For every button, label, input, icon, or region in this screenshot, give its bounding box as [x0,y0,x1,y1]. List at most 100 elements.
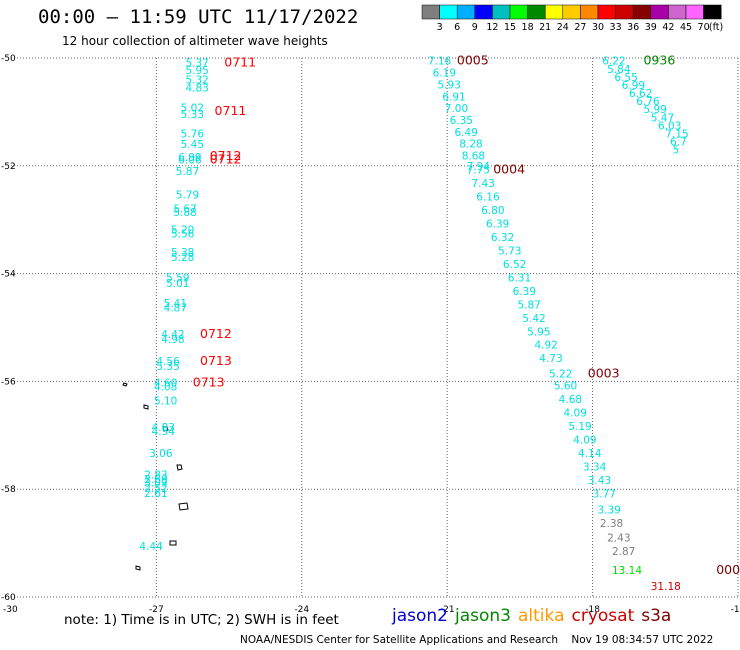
wave-height-value: 5.01 [166,278,189,290]
satellite-legend-item: jason3 [455,606,511,626]
wave-height-value: 6.99 [178,152,201,164]
wave-height-value: 3.77 [593,489,616,501]
wave-height-value: 6.35 [450,115,473,127]
wave-height-value: 5.42 [522,313,545,325]
wave-height-value: 13.14 [612,565,642,577]
wave-height-value: 5.41 [164,298,187,310]
wave-height-value: 6.31 [508,272,531,284]
pass-time-label: 000 [716,562,740,577]
wave-height-value: 5.87 [176,166,199,178]
wave-height-value: 4.60 [154,377,177,389]
wave-height-value: 4.83 [152,422,175,434]
y-tick-label: -56 [1,377,16,387]
colorbar-tick-label: 12 [486,22,498,33]
wave-height-value: 7.16 [428,56,452,68]
map-grid: -27 -24 -21 -18 -15 -50 -52 -54 -56 -58 -60 -30 [1,54,740,615]
colorbar-tick-label: 45 [680,22,692,33]
wave-height-value: 5.59 [166,272,189,284]
island-outlines [122,382,189,571]
pass-time-label: 0711 [215,103,247,118]
island-shape [143,404,149,410]
wave-height-value: 4.87 [164,303,187,315]
wave-height-value: 6.49 [454,127,477,139]
colorbar-tick-label: 39 [645,22,657,33]
pass-time-label: 0936 [643,53,675,68]
wave-height-value: 5.33 [181,109,204,121]
wave-height-value: 3.06 [149,448,173,460]
wave-height-value: 6.39 [513,286,536,298]
colorbar-swatch [492,4,511,20]
colorbar-swatch [544,4,564,20]
x-tick-label: -18 [585,605,600,615]
credit-line: NOAA/NESDIS Center for Satellite Applica… [240,634,714,646]
wave-height-value: 5.22 [549,368,572,380]
x-tick-label: -27 [149,605,164,615]
colorbar-tick-label: 24 [557,22,569,33]
wave-height-value: 6.52 [503,259,526,271]
color-scale-legend: 3 6 9 12 15 18 21 24 27 30 33 36 39 42 45 70 (ft) [421,4,723,33]
colorbar-unit-label: (ft) [709,22,723,33]
colorbar-tick-label: 27 [574,22,586,33]
wave-height-value: 6.03 [658,120,681,132]
wave-height-value: 4.54 [152,426,176,438]
wave-height-value: 5.38 [171,247,194,259]
wave-height-value: 4.98 [161,334,184,346]
colorbar-tick-label: 3 [437,22,443,33]
colorbar-tick-label: 15 [504,22,516,33]
island-shape [135,565,141,571]
wave-height-value: 5.67 [173,203,196,215]
wave-height-value: 6.91 [442,91,465,103]
wave-height-value: 2.87 [612,546,635,558]
colorbar-swatch [703,4,722,20]
wave-height-value: 3.39 [597,505,620,517]
y-tick-label: -52 [1,162,16,172]
y-tick-label: -58 [1,485,16,495]
colorbar-swatch [650,4,669,20]
wave-height-value: 4.44 [139,541,163,553]
wave-height-value: 4.83 [185,83,208,95]
y-tick-label: -54 [1,270,16,280]
wave-height-value: 4.92 [534,340,557,352]
wave-height-value: 3.09 [144,478,167,490]
colorbar-tick-label: 33 [610,22,622,33]
wave-height-value: 5.88 [173,207,196,219]
wave-height-value: 5.19 [568,421,591,433]
map-subtitle: 12 hour collection of altimeter wave hei… [62,34,328,48]
wave-height-value: 5.99 [643,104,666,116]
satellite-legend-item: jason2 [392,606,448,626]
wave-height-value: 6.99 [622,80,645,92]
wave-height-value: 5.47 [651,112,674,124]
wave-height-value: 2.52 [144,483,167,495]
wave-height-value: 7.75 [467,165,490,177]
wave-height-value: 6.7 [670,137,687,149]
pass-time-label: 0711 [224,54,256,69]
corner-tick-label: -30 [3,605,18,615]
wave-height-value: 5.20 [171,224,194,236]
wave-height-value: 7.00 [445,103,468,115]
satellite-legend: jason2 jason3 altika cryosat s3a [392,606,678,626]
colorbar-swatch [562,4,581,20]
wave-height-value: 8.28 [459,139,482,151]
colorbar-swatch [474,4,493,20]
wave-height-value: 2.83 [144,470,167,482]
wave-height-value: 4.73 [539,353,562,365]
wave-height-value: 7.94 [467,161,491,173]
wave-height-value: 6.16 [476,192,500,204]
colorbar-tick-label: 9 [472,22,478,33]
wave-height-value: 5.93 [438,79,461,91]
pass-time-label: 0005 [457,53,489,68]
x-tick-label: -21 [440,605,455,615]
island-shape [178,502,189,511]
colorbar-swatch [632,4,652,20]
satellite-legend-item: s3a [641,606,672,626]
colorbar-swatch [527,4,546,20]
island-shape [176,464,183,471]
colorbar-tick-label: 36 [627,22,639,33]
wave-height-value: 4.56 [156,356,180,368]
wave-height-value: 5.45 [181,139,204,151]
pass-time-label: 0712 [210,151,242,166]
wave-height-value: 5.95 [527,326,550,338]
wave-height-value: 5.79 [176,189,199,201]
wave-height-value: 2.61 [144,488,167,500]
